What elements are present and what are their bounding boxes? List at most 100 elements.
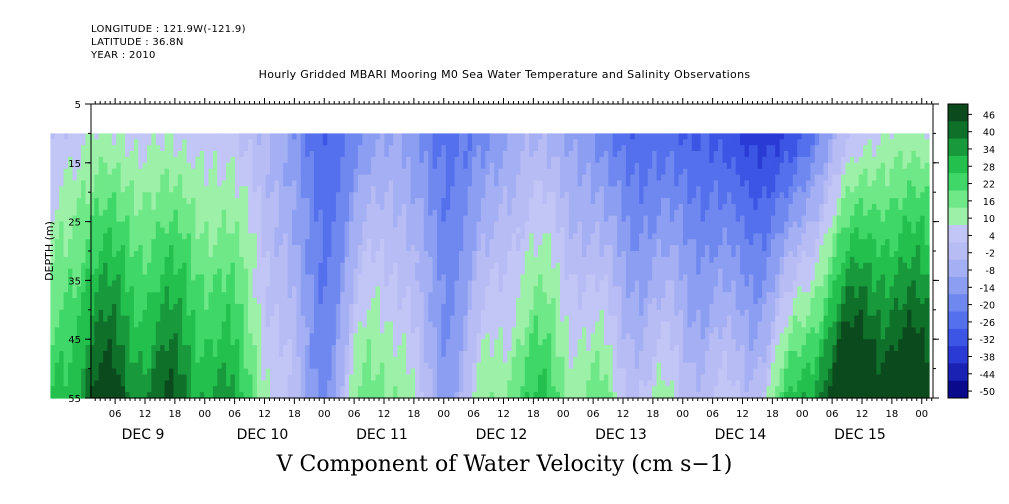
heatmap-cell bbox=[529, 133, 535, 140]
heatmap-cell bbox=[94, 374, 100, 381]
heatmap-cell bbox=[397, 315, 403, 323]
heatmap-cell bbox=[133, 168, 139, 176]
heatmap-cell bbox=[195, 256, 201, 264]
heatmap-cell bbox=[133, 180, 139, 187]
heatmap-cell bbox=[54, 209, 60, 217]
heatmap-cell bbox=[133, 321, 139, 329]
heatmap-cell bbox=[450, 151, 456, 158]
heatmap-cell bbox=[243, 139, 249, 146]
heatmap-cell bbox=[318, 386, 324, 393]
heatmap-cell bbox=[76, 321, 82, 329]
heatmap-cell bbox=[428, 274, 434, 281]
heatmap-cell bbox=[248, 239, 254, 246]
heatmap-cell bbox=[296, 233, 302, 240]
heatmap-cell bbox=[384, 174, 390, 182]
heatmap-cell bbox=[173, 268, 179, 276]
heatmap-cell bbox=[239, 298, 245, 305]
heatmap-cell bbox=[270, 227, 275, 234]
heatmap-cell bbox=[208, 368, 214, 376]
heatmap-cell bbox=[327, 251, 333, 258]
heatmap-cell bbox=[335, 180, 341, 187]
heatmap-cell bbox=[344, 239, 350, 246]
heatmap-cell bbox=[485, 292, 491, 299]
heatmap-cell bbox=[467, 251, 473, 258]
heatmap-cell bbox=[305, 345, 311, 352]
heatmap-cell bbox=[463, 168, 469, 176]
heatmap-cell bbox=[353, 233, 359, 240]
heatmap-cell bbox=[243, 151, 249, 158]
heatmap-cell bbox=[155, 215, 161, 223]
heatmap-cell bbox=[322, 392, 328, 399]
heatmap-cell bbox=[476, 268, 482, 276]
heatmap-cell bbox=[384, 303, 390, 311]
heatmap-cell bbox=[173, 386, 179, 393]
heatmap-cell bbox=[155, 162, 161, 170]
heatmap-cell bbox=[221, 245, 227, 252]
heatmap-cell bbox=[138, 298, 144, 305]
heatmap-cell bbox=[81, 298, 87, 305]
heatmap-cell bbox=[103, 239, 109, 246]
heatmap-cell bbox=[423, 315, 429, 323]
heatmap-cell bbox=[138, 356, 144, 364]
heatmap-cell bbox=[516, 309, 522, 317]
heatmap-cell bbox=[437, 321, 442, 329]
heatmap-cell bbox=[270, 139, 275, 146]
heatmap-cell bbox=[322, 204, 328, 211]
heatmap-cell bbox=[524, 333, 530, 340]
heatmap-cell bbox=[54, 292, 60, 299]
heatmap-cell bbox=[437, 156, 442, 164]
heatmap-cell bbox=[81, 156, 87, 164]
heatmap-cell bbox=[265, 239, 271, 246]
heatmap-cell bbox=[256, 174, 262, 182]
heatmap-cell bbox=[221, 133, 227, 140]
heatmap-cell bbox=[489, 133, 495, 140]
heatmap-cell bbox=[410, 268, 416, 276]
heatmap-cell bbox=[428, 368, 434, 376]
heatmap-cell bbox=[81, 368, 87, 376]
heatmap-cell bbox=[476, 380, 482, 387]
heatmap-cell bbox=[103, 180, 109, 187]
heatmap-cell bbox=[217, 298, 223, 305]
heatmap-cell bbox=[151, 327, 157, 334]
heatmap-cell bbox=[292, 151, 297, 158]
heatmap-cell bbox=[472, 209, 478, 217]
heatmap-cell bbox=[322, 386, 328, 393]
heatmap-cell bbox=[111, 139, 117, 146]
heatmap-cell bbox=[155, 221, 161, 229]
heatmap-cell bbox=[397, 362, 403, 370]
heatmap-cell bbox=[234, 215, 240, 223]
heatmap-cell bbox=[50, 356, 56, 364]
heatmap-cell bbox=[362, 139, 368, 146]
heatmap-cell bbox=[155, 156, 161, 164]
heatmap-cell bbox=[415, 356, 420, 364]
heatmap-cell bbox=[437, 162, 442, 170]
heatmap-cell bbox=[103, 286, 109, 293]
heatmap-cell bbox=[379, 204, 385, 211]
heatmap-cell bbox=[494, 268, 500, 276]
heatmap-cell bbox=[406, 186, 412, 193]
heatmap-cell bbox=[388, 168, 394, 176]
heatmap-cell bbox=[309, 151, 315, 158]
heatmap-cell bbox=[85, 209, 91, 217]
heatmap-cell bbox=[340, 356, 346, 364]
heatmap-cell bbox=[107, 315, 113, 323]
heatmap-cell bbox=[366, 392, 372, 399]
heatmap-cell bbox=[401, 245, 407, 252]
heatmap-cell bbox=[243, 227, 249, 234]
heatmap-cell bbox=[401, 380, 407, 387]
heatmap-cell bbox=[327, 209, 333, 217]
heatmap-cell bbox=[296, 268, 302, 276]
heatmap-cell bbox=[397, 368, 403, 376]
heatmap-cell bbox=[204, 374, 210, 381]
heatmap-cell bbox=[120, 303, 126, 311]
heatmap-cell bbox=[76, 268, 82, 276]
heatmap-cell bbox=[125, 186, 131, 193]
heatmap-cell bbox=[331, 180, 337, 187]
heatmap-cell bbox=[349, 162, 355, 170]
heatmap-cell bbox=[410, 209, 416, 217]
heatmap-cell bbox=[379, 180, 385, 187]
heatmap-cell bbox=[335, 345, 341, 352]
heatmap-cell bbox=[450, 256, 456, 264]
heatmap-cell bbox=[494, 174, 500, 182]
heatmap-cell bbox=[270, 186, 275, 193]
